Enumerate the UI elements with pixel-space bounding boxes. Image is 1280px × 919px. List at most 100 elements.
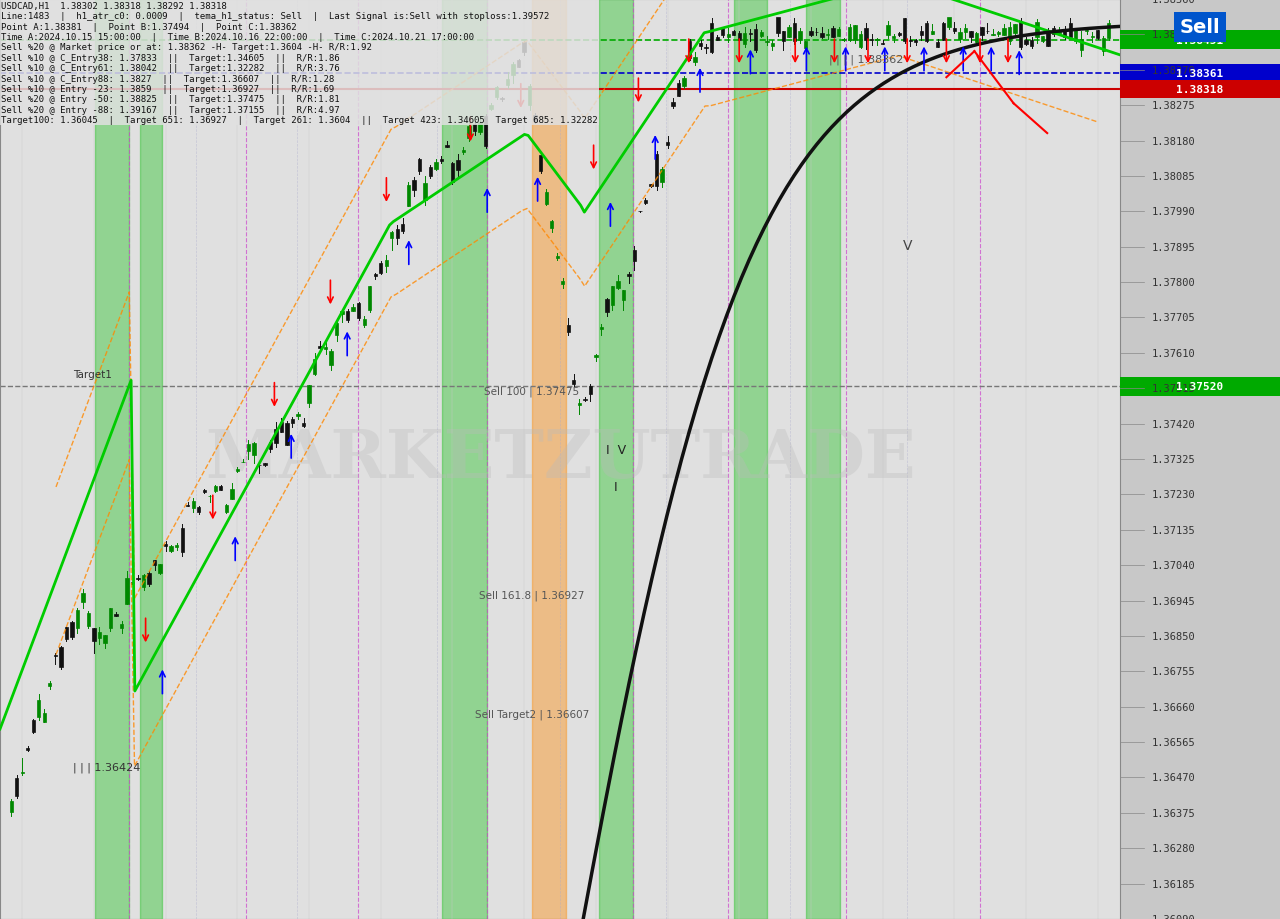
Bar [297, 414, 300, 416]
Bar [443, 0, 488, 919]
Bar [186, 505, 189, 506]
Bar [744, 34, 746, 44]
Bar [733, 0, 767, 919]
Bar [417, 160, 421, 172]
Bar [732, 31, 736, 36]
Bar [214, 486, 216, 492]
Bar [672, 103, 675, 108]
Text: Sell: Sell [1180, 18, 1220, 38]
Bar [484, 117, 488, 146]
Bar [335, 324, 338, 335]
Bar [180, 528, 184, 552]
Bar [942, 24, 945, 41]
Bar [219, 486, 223, 491]
Bar [192, 501, 195, 509]
Bar [369, 287, 371, 311]
Bar [925, 24, 928, 41]
Bar [1002, 29, 1006, 36]
Bar [854, 27, 856, 40]
Bar [876, 40, 879, 41]
Bar [152, 561, 156, 565]
Bar [980, 28, 983, 36]
Bar [247, 444, 250, 451]
Text: 1.38370: 1.38370 [1152, 65, 1196, 75]
Bar [164, 545, 168, 547]
Bar [495, 88, 498, 98]
Bar [440, 160, 443, 162]
Bar [97, 632, 101, 638]
Text: 1.36850: 1.36850 [1152, 631, 1196, 641]
Bar [616, 281, 620, 289]
Bar [682, 79, 686, 87]
Bar [147, 573, 151, 584]
Bar [577, 403, 581, 406]
Bar [782, 32, 785, 41]
Bar [37, 700, 41, 718]
Bar [169, 546, 173, 551]
Text: 1.37610: 1.37610 [1152, 348, 1196, 358]
Bar [561, 282, 564, 285]
Bar [721, 28, 724, 37]
Bar [1107, 24, 1111, 40]
Bar [710, 24, 713, 52]
Bar [1036, 23, 1039, 38]
Bar [280, 423, 283, 433]
Bar [140, 0, 163, 919]
Text: 1.36660: 1.36660 [1152, 702, 1196, 712]
Bar [175, 545, 178, 547]
Bar [649, 185, 653, 187]
Bar [632, 251, 636, 261]
Bar [787, 28, 791, 38]
Text: 1.37135: 1.37135 [1152, 525, 1196, 535]
Bar [346, 312, 349, 321]
Bar [887, 26, 890, 36]
Bar [964, 29, 968, 33]
Bar [407, 186, 410, 207]
Bar [374, 275, 376, 278]
Text: 1.38560: 1.38560 [1152, 0, 1196, 5]
Bar [1047, 34, 1050, 47]
Bar [644, 200, 648, 204]
Text: 1.36565: 1.36565 [1152, 737, 1196, 747]
Text: 1.37230: 1.37230 [1152, 490, 1196, 500]
Bar [269, 442, 273, 449]
Bar [379, 264, 383, 274]
Bar [467, 127, 471, 139]
Bar [1024, 40, 1028, 45]
Bar [401, 224, 404, 232]
Bar [362, 320, 366, 325]
Text: 1.37040: 1.37040 [1152, 561, 1196, 571]
Text: 1.37800: 1.37800 [1152, 278, 1196, 288]
Text: 1.38361: 1.38361 [1176, 69, 1224, 79]
Text: 1.36375: 1.36375 [1152, 808, 1196, 818]
Text: 1.38275: 1.38275 [1152, 101, 1196, 111]
Bar [776, 18, 780, 33]
Text: 1.36090: 1.36090 [1152, 914, 1196, 919]
Text: 1.37895: 1.37895 [1152, 243, 1196, 253]
Text: Sell Target2 | 1.36607: Sell Target2 | 1.36607 [475, 709, 589, 720]
Bar [340, 312, 344, 314]
Bar [897, 34, 901, 36]
Bar [202, 491, 206, 493]
Text: 1.37705: 1.37705 [1152, 313, 1196, 323]
Bar [396, 230, 399, 239]
Bar [104, 635, 106, 643]
Bar [54, 655, 58, 657]
Text: Target1: Target1 [73, 369, 111, 380]
Text: | | | 1.36424: | | | 1.36424 [73, 761, 141, 772]
Bar [95, 0, 129, 919]
Bar [600, 328, 603, 330]
Bar [759, 33, 763, 37]
Bar [660, 169, 664, 182]
Bar [1062, 32, 1066, 38]
Bar [81, 593, 84, 602]
Bar [230, 489, 233, 500]
Bar [9, 800, 13, 812]
Bar [1041, 38, 1044, 42]
Bar [224, 505, 228, 513]
Bar [302, 423, 305, 426]
Bar [599, 0, 632, 919]
Bar [312, 359, 316, 375]
Bar [1096, 30, 1100, 39]
Bar [1102, 39, 1105, 52]
